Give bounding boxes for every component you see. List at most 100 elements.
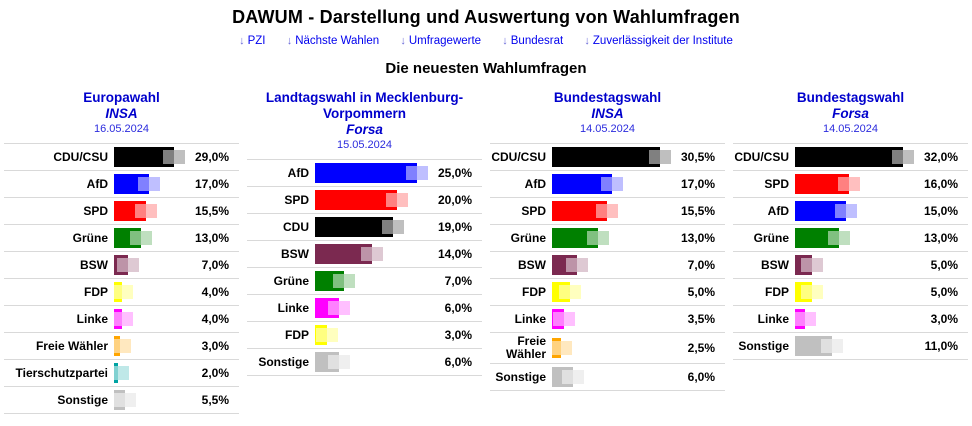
party-value: 6,0% xyxy=(687,370,715,384)
party-value: 6,0% xyxy=(444,301,472,315)
party-bar xyxy=(795,147,914,167)
party-bar xyxy=(552,147,671,167)
chart-header: Bundestagswahl Forsa 14.05.2024 xyxy=(733,90,968,136)
margin-overlay-outer xyxy=(811,258,823,272)
margin-overlay-outer xyxy=(339,355,351,369)
party-bar xyxy=(795,174,860,194)
bar-cell xyxy=(114,228,189,248)
party-bar xyxy=(114,147,185,167)
party-label: Linke xyxy=(514,311,546,326)
party-bar xyxy=(315,163,428,183)
poll-row: BSW 7,0% xyxy=(490,252,725,279)
party-bar xyxy=(795,228,850,248)
margin-overlay-outer xyxy=(606,204,618,218)
margin-overlay-outer xyxy=(564,312,576,326)
bar-cell xyxy=(795,255,918,275)
chart-header: Bundestagswahl INSA 14.05.2024 xyxy=(490,90,725,136)
margin-overlay-outer xyxy=(569,285,581,299)
party-label: Grüne xyxy=(510,230,546,245)
margin-overlay-outer xyxy=(125,393,137,407)
margin-overlay-inner xyxy=(114,393,126,407)
bar-cell xyxy=(795,282,918,302)
party-value: 11,0% xyxy=(924,339,958,353)
party-label: Freie Wähler xyxy=(505,334,546,361)
party-label: FDP xyxy=(522,284,546,299)
margin-overlay-outer xyxy=(327,328,339,342)
margin-overlay-inner xyxy=(558,285,570,299)
margin-overlay-outer xyxy=(612,177,624,191)
party-bar xyxy=(114,228,152,248)
poll-chart-4: Bundestagswahl Forsa 14.05.2024 CDU/CSU 32,0… xyxy=(729,90,972,414)
nav-link-zuverlaessigkeit[interactable]: ↓ Zuverlässigkeit der Institute xyxy=(584,35,733,47)
party-label: Linke xyxy=(76,311,108,326)
party-value: 2,0% xyxy=(201,366,229,380)
party-bar xyxy=(552,309,576,329)
party-value: 32,0% xyxy=(923,150,958,164)
party-label: CDU/CSU xyxy=(734,149,789,164)
margin-overlay-inner xyxy=(328,355,340,369)
poll-rows: CDU/CSU 32,0% SPD 16,0% AfD 15,0% Grüne 13,0% BS… xyxy=(733,143,968,360)
poll-row: BSW 14,0% xyxy=(247,241,482,268)
party-label: CDU/CSU xyxy=(53,149,108,164)
bar-cell xyxy=(315,298,432,318)
party-label: Sonstige xyxy=(738,338,789,353)
party-value: 25,0% xyxy=(437,166,472,180)
margin-overlay-outer xyxy=(832,339,844,353)
nav-link-pzi[interactable]: ↓ PZI xyxy=(239,35,266,47)
party-label: Sonstige xyxy=(57,392,108,407)
bar-cell xyxy=(795,174,918,194)
party-bar xyxy=(549,338,572,358)
margin-overlay-inner xyxy=(316,328,328,342)
bar-cell xyxy=(315,217,432,237)
party-label: BSW xyxy=(518,257,546,272)
poll-row: CDU/CSU 32,0% xyxy=(733,144,968,171)
margin-overlay-inner xyxy=(332,274,344,288)
bar-cell xyxy=(552,255,675,275)
party-label: SPD xyxy=(83,203,108,218)
party-value: 13,0% xyxy=(194,231,229,245)
bar-cell xyxy=(795,228,918,248)
margin-overlay-inner xyxy=(601,177,613,191)
poll-row: CDU/CSU 29,0% xyxy=(4,144,239,171)
party-bar xyxy=(114,390,137,410)
bar-cell xyxy=(315,271,432,291)
party-value: 5,0% xyxy=(687,285,715,299)
nav-link-naechste-wahlen[interactable]: ↓ Nächste Wahlen xyxy=(286,35,380,47)
party-value: 15,5% xyxy=(680,204,715,218)
party-label: Tierschutzpartei xyxy=(15,365,108,380)
nav-link-bundesrat[interactable]: ↓ Bundesrat xyxy=(502,35,564,47)
poll-row: Grüne 13,0% xyxy=(733,225,968,252)
margin-overlay-outer xyxy=(118,366,130,380)
party-bar xyxy=(315,352,351,372)
party-bar xyxy=(552,255,588,275)
party-bar xyxy=(552,282,581,302)
poll-row: Linke 6,0% xyxy=(247,295,482,322)
poll-row: CDU/CSU 30,5% xyxy=(490,144,725,171)
margin-overlay-outer xyxy=(845,204,857,218)
bar-cell xyxy=(111,309,189,329)
party-bar xyxy=(111,309,134,329)
poll-row: AfD 17,0% xyxy=(490,171,725,198)
bar-cell xyxy=(549,338,675,358)
party-bar xyxy=(315,217,404,237)
poll-row: Grüne 13,0% xyxy=(490,225,725,252)
bar-cell xyxy=(795,147,918,167)
poll-row: AfD 25,0% xyxy=(247,160,482,187)
bar-cell xyxy=(114,255,189,275)
party-label: Grüne xyxy=(273,273,309,288)
party-label: Linke xyxy=(277,300,309,315)
nav-link-umfragewerte[interactable]: ↓ Umfragewerte xyxy=(400,35,482,47)
margin-overlay-inner xyxy=(838,177,849,191)
margin-overlay-inner xyxy=(562,370,574,384)
party-value: 7,0% xyxy=(687,258,715,272)
bar-cell xyxy=(315,325,432,345)
bar-cell xyxy=(794,309,918,329)
margin-overlay-outer xyxy=(122,312,134,326)
party-value: 5,0% xyxy=(930,258,958,272)
bar-cell xyxy=(552,228,675,248)
margin-overlay-inner xyxy=(794,312,806,326)
party-label: AfD xyxy=(86,176,108,191)
party-value: 4,0% xyxy=(201,312,229,326)
margin-overlay-outer xyxy=(174,150,185,164)
party-value: 6,0% xyxy=(444,355,472,369)
